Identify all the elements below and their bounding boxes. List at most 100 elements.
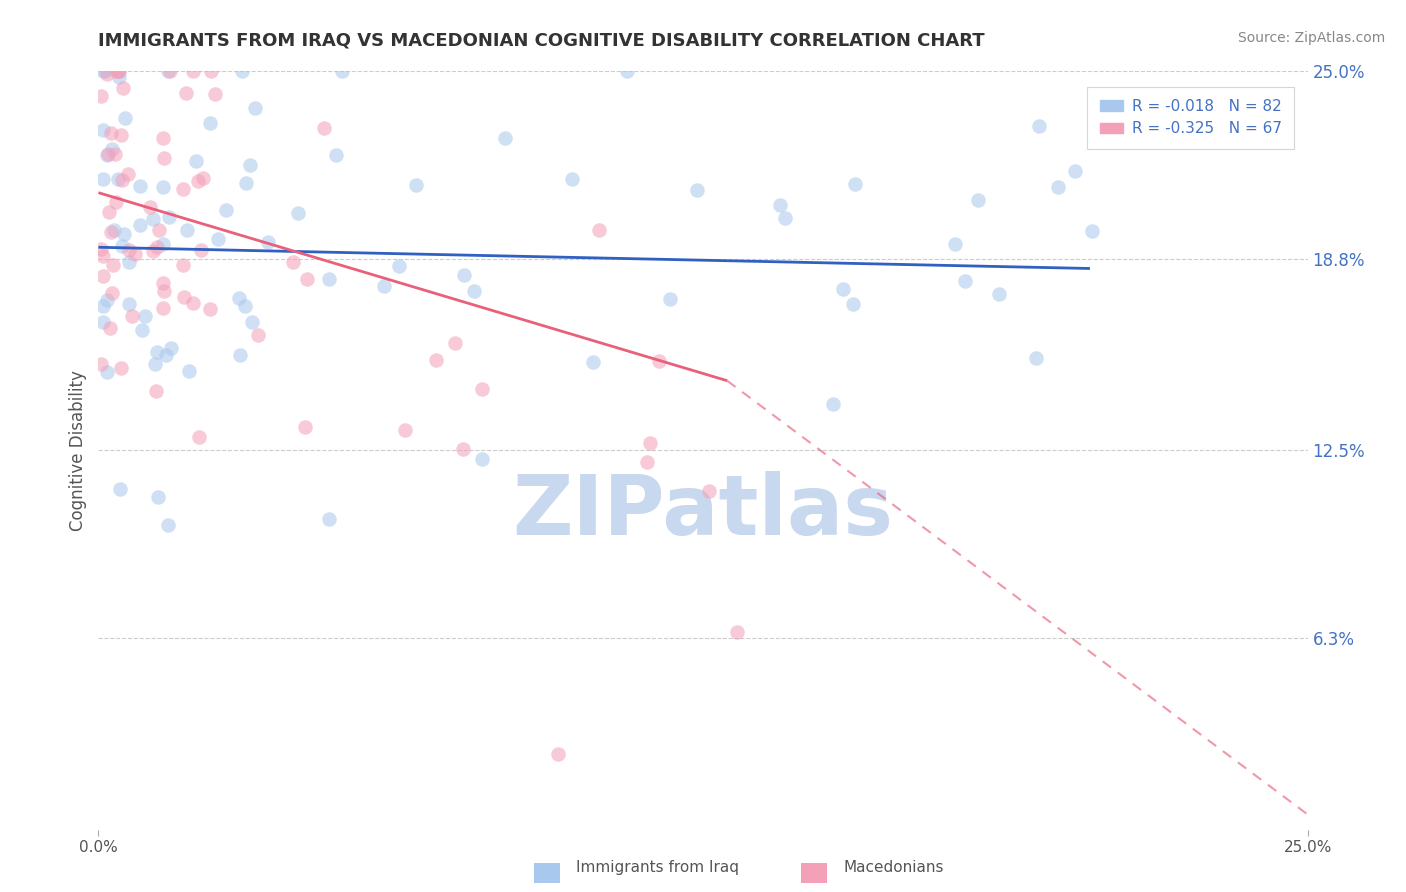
Point bbox=[152, 151, 174, 165]
Point bbox=[943, 236, 966, 251]
Point bbox=[118, 296, 141, 310]
Point bbox=[1025, 351, 1047, 366]
Point bbox=[160, 341, 183, 355]
Point bbox=[425, 353, 447, 368]
Point bbox=[177, 363, 200, 377]
Point bbox=[117, 167, 139, 181]
Point bbox=[157, 518, 180, 533]
Point bbox=[988, 287, 1011, 301]
Point bbox=[155, 348, 177, 362]
Point bbox=[103, 222, 125, 236]
Legend: R = -0.018   N = 82, R = -0.325   N = 67: R = -0.018 N = 82, R = -0.325 N = 67 bbox=[1087, 87, 1294, 149]
Point bbox=[134, 309, 156, 323]
Point bbox=[173, 290, 195, 304]
Point bbox=[145, 384, 167, 398]
Point bbox=[108, 64, 131, 78]
Point bbox=[373, 278, 395, 293]
Point bbox=[388, 259, 411, 273]
Point bbox=[325, 148, 347, 162]
Point bbox=[172, 258, 194, 272]
Point bbox=[98, 321, 121, 335]
Point bbox=[463, 285, 485, 299]
Point bbox=[172, 182, 194, 196]
Point bbox=[110, 360, 132, 375]
Point bbox=[229, 348, 252, 362]
Point bbox=[769, 197, 792, 211]
Point bbox=[96, 148, 118, 162]
Point bbox=[124, 246, 146, 260]
Point bbox=[187, 174, 209, 188]
Point bbox=[152, 131, 174, 145]
Point bbox=[112, 227, 135, 241]
Point bbox=[394, 424, 416, 438]
Point bbox=[444, 335, 467, 350]
Point bbox=[204, 87, 226, 102]
Point bbox=[245, 101, 267, 115]
Point bbox=[184, 153, 207, 168]
Point bbox=[1047, 179, 1070, 194]
Point bbox=[112, 80, 135, 95]
Point bbox=[101, 258, 124, 272]
Point bbox=[143, 357, 166, 371]
Point bbox=[453, 268, 475, 282]
Point bbox=[146, 491, 169, 505]
Point bbox=[193, 170, 215, 185]
Point bbox=[159, 64, 181, 78]
Y-axis label: Cognitive Disability: Cognitive Disability bbox=[69, 370, 87, 531]
Point bbox=[96, 365, 118, 379]
Point bbox=[821, 397, 844, 411]
Point bbox=[471, 451, 494, 466]
Point bbox=[100, 286, 122, 301]
Point bbox=[1064, 163, 1087, 178]
Point bbox=[588, 222, 610, 236]
Point bbox=[139, 200, 162, 214]
Point bbox=[152, 237, 174, 252]
Point bbox=[295, 272, 318, 286]
Point bbox=[91, 64, 114, 78]
Point bbox=[91, 249, 114, 263]
Point bbox=[101, 143, 124, 157]
Point bbox=[145, 344, 167, 359]
Point bbox=[658, 293, 681, 307]
Point bbox=[100, 126, 122, 140]
Point bbox=[1081, 224, 1104, 238]
Point bbox=[91, 315, 114, 329]
Point bbox=[131, 323, 153, 337]
Point bbox=[142, 212, 165, 227]
Point bbox=[181, 64, 204, 78]
Point bbox=[200, 64, 222, 78]
Point bbox=[156, 64, 179, 78]
Point bbox=[318, 272, 340, 286]
Point bbox=[152, 277, 174, 291]
Point bbox=[91, 123, 114, 137]
Text: Source: ZipAtlas.com: Source: ZipAtlas.com bbox=[1237, 31, 1385, 45]
Point bbox=[773, 211, 796, 226]
Point bbox=[239, 158, 262, 172]
Point bbox=[699, 484, 721, 499]
Point bbox=[494, 131, 516, 145]
Point bbox=[547, 747, 569, 761]
Point bbox=[152, 301, 174, 316]
Point bbox=[108, 70, 131, 84]
Point bbox=[281, 254, 304, 268]
Point bbox=[105, 194, 128, 209]
Point bbox=[471, 382, 494, 396]
Point bbox=[107, 172, 129, 186]
Point bbox=[1028, 119, 1050, 133]
Point bbox=[228, 291, 250, 305]
Point bbox=[104, 147, 127, 161]
Point bbox=[561, 172, 583, 186]
Point bbox=[90, 357, 112, 371]
Point bbox=[153, 284, 176, 298]
Text: Macedonians: Macedonians bbox=[844, 860, 943, 874]
Point bbox=[107, 64, 129, 78]
Point bbox=[240, 315, 263, 329]
Point bbox=[215, 202, 238, 217]
Point bbox=[97, 204, 120, 219]
Point bbox=[198, 302, 221, 317]
Point bbox=[110, 482, 132, 496]
Point bbox=[636, 455, 658, 469]
Point bbox=[96, 147, 118, 161]
Text: IMMIGRANTS FROM IRAQ VS MACEDONIAN COGNITIVE DISABILITY CORRELATION CHART: IMMIGRANTS FROM IRAQ VS MACEDONIAN COGNI… bbox=[98, 31, 986, 49]
Point bbox=[832, 282, 855, 296]
